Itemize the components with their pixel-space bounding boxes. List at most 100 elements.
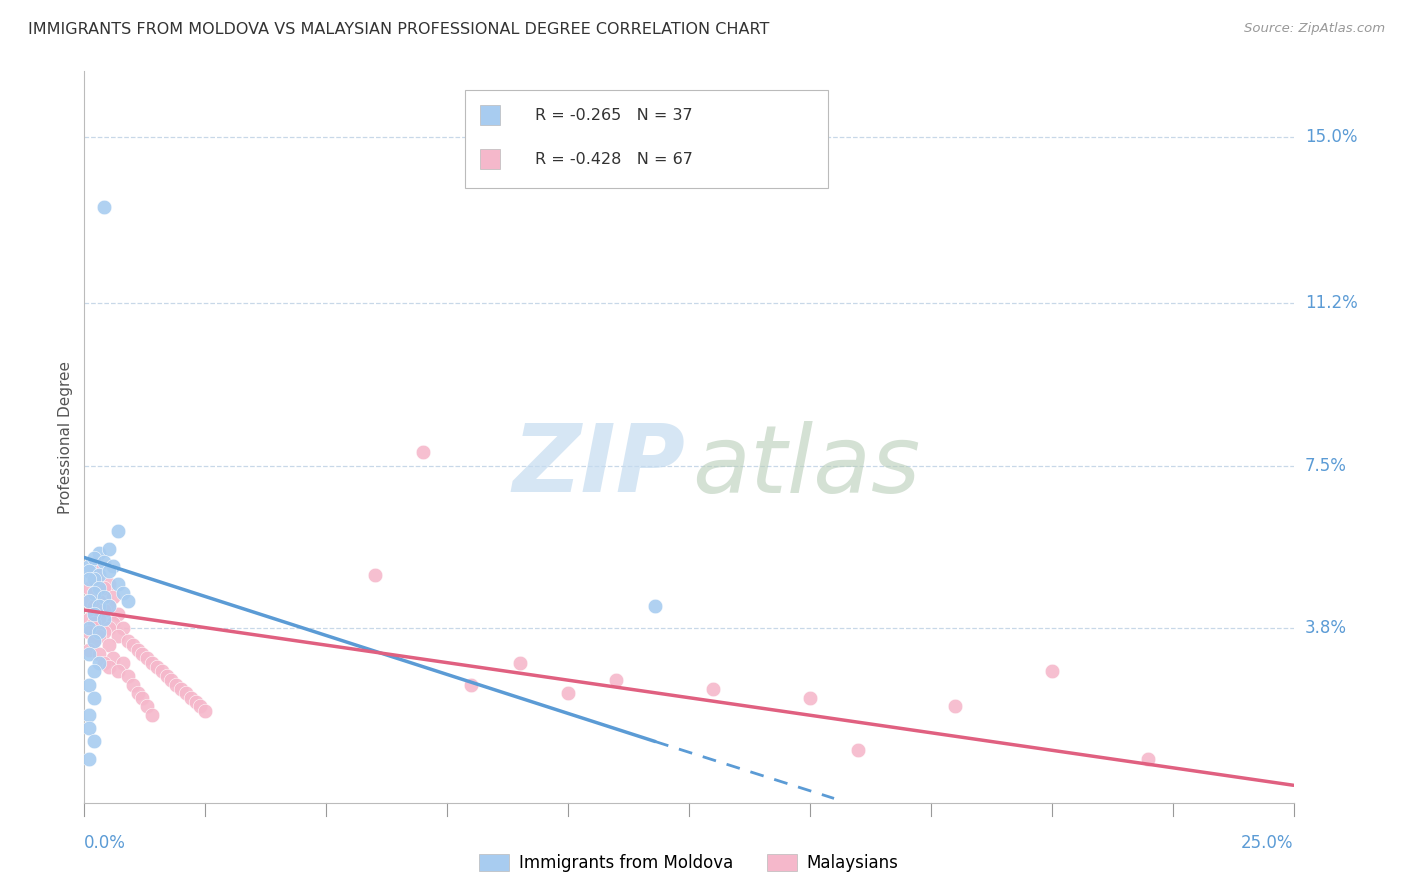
Point [117, 594, 139, 608]
Point [117, 633, 139, 648]
Point [87, 612, 110, 626]
Point [93, 555, 115, 569]
Point [150, 665, 173, 679]
Point [87, 573, 110, 587]
Point [799, 690, 821, 705]
Point [97, 621, 120, 635]
Point [87, 599, 110, 613]
Y-axis label: Professional Degree: Professional Degree [58, 360, 73, 514]
Text: 25.0%: 25.0% [1241, 834, 1294, 852]
Point [97, 564, 120, 578]
Point [93, 581, 115, 595]
Point [97, 599, 120, 613]
Bar [479, 149, 501, 169]
Point [103, 559, 125, 574]
Legend: Immigrants from Moldova, Malaysians: Immigrants from Moldova, Malaysians [472, 847, 905, 879]
Point [194, 704, 217, 718]
Point [131, 690, 153, 705]
Point [77, 559, 100, 574]
FancyBboxPatch shape [465, 90, 828, 188]
Point [87, 629, 110, 643]
Point [77, 564, 100, 578]
Point [146, 660, 169, 674]
Point [117, 669, 139, 683]
Point [87, 581, 110, 595]
Point [83, 665, 105, 679]
Point [846, 743, 869, 757]
Point [97, 660, 120, 674]
Point [77, 752, 100, 766]
Point [77, 594, 100, 608]
Point [943, 699, 966, 714]
Point [97, 541, 120, 556]
Text: 3.8%: 3.8% [1305, 619, 1347, 637]
Point [160, 673, 183, 688]
Point [127, 642, 149, 657]
Point [87, 647, 110, 661]
Point [93, 603, 115, 617]
Point [141, 656, 163, 670]
Text: 15.0%: 15.0% [1305, 128, 1357, 146]
Point [83, 564, 105, 578]
Point [77, 612, 100, 626]
Point [83, 550, 105, 565]
Point [77, 594, 100, 608]
Point [165, 677, 187, 691]
Point [136, 699, 159, 714]
Point [131, 647, 153, 661]
Point [77, 573, 100, 587]
Point [174, 686, 197, 700]
Point [103, 616, 125, 631]
Point [1040, 665, 1063, 679]
Point [87, 625, 110, 640]
Point [107, 665, 129, 679]
Point [77, 642, 100, 657]
Point [107, 629, 129, 643]
Point [112, 621, 135, 635]
Point [77, 708, 100, 723]
Point [107, 607, 129, 622]
Point [77, 647, 100, 661]
Point [412, 445, 434, 459]
Point [83, 599, 105, 613]
Point [77, 677, 100, 691]
Point [87, 546, 110, 560]
Point [180, 690, 202, 705]
Point [460, 677, 482, 691]
Point [93, 612, 115, 626]
Point [155, 669, 177, 683]
Point [112, 656, 135, 670]
Point [141, 708, 163, 723]
Point [107, 576, 129, 591]
Point [83, 585, 105, 599]
Point [77, 581, 100, 595]
Point [93, 656, 115, 670]
Bar [479, 105, 501, 126]
Point [103, 590, 125, 604]
Point [83, 734, 105, 748]
Text: Source: ZipAtlas.com: Source: ZipAtlas.com [1244, 22, 1385, 36]
Point [83, 633, 105, 648]
Point [83, 585, 105, 599]
Point [77, 621, 100, 635]
Point [1137, 752, 1160, 766]
Point [97, 576, 120, 591]
Point [83, 616, 105, 631]
Point [190, 699, 212, 714]
Point [509, 656, 531, 670]
Point [605, 673, 627, 688]
Point [97, 638, 120, 652]
Point [97, 599, 120, 613]
Text: 11.2%: 11.2% [1305, 294, 1357, 312]
Point [83, 573, 105, 587]
Point [77, 722, 100, 736]
Text: R = -0.265   N = 37: R = -0.265 N = 37 [536, 108, 693, 123]
Point [87, 568, 110, 582]
Point [170, 681, 193, 696]
Point [93, 625, 115, 640]
Text: 7.5%: 7.5% [1305, 457, 1347, 475]
Point [87, 594, 110, 608]
Point [107, 524, 129, 539]
Point [112, 585, 135, 599]
Point [83, 633, 105, 648]
